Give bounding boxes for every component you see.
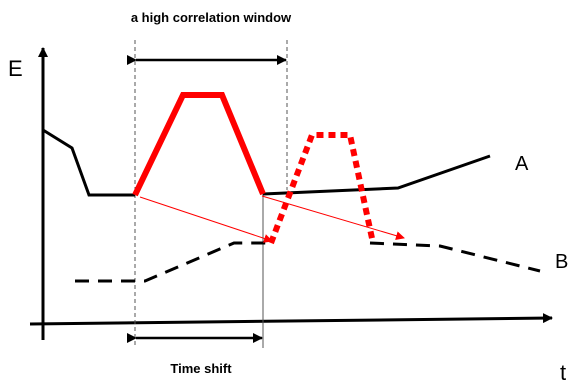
- shift-arrow-rise: [139, 196, 273, 243]
- curve-a-tail: [262, 154, 491, 196]
- curve-b-label: B: [555, 251, 568, 273]
- curve-a-label: A: [515, 153, 529, 175]
- x-axis: [29, 313, 553, 326]
- curve-b-peak: [268, 132, 376, 245]
- shift-arrow-fall: [261, 195, 405, 241]
- correlation-window-label: a high correlation window: [131, 10, 292, 25]
- curve-a-peak: [132, 92, 266, 197]
- y-axis-label: E: [8, 56, 23, 81]
- curve-b: [75, 241, 271, 283]
- curve-a: [42, 128, 135, 197]
- curve-b-tail: [369, 241, 541, 273]
- time-shift-label: Time shift: [170, 361, 232, 376]
- x-axis-label: t: [560, 360, 566, 383]
